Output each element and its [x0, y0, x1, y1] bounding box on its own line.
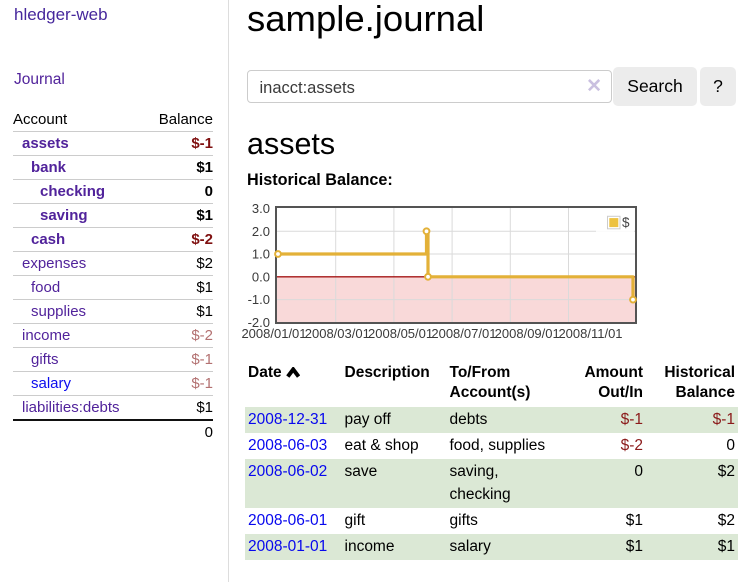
svg-text:2008/03/01: 2008/03/01	[305, 326, 370, 341]
svg-text:1.0: 1.0	[252, 247, 270, 262]
svg-text:2008/01/01: 2008/01/01	[241, 326, 306, 341]
svg-text:2008/09/01: 2008/09/01	[495, 326, 560, 341]
svg-text:-2.0: -2.0	[248, 315, 270, 330]
svg-text:2.0: 2.0	[252, 224, 270, 239]
svg-text:3.0: 3.0	[252, 201, 270, 216]
svg-text:$: $	[622, 215, 630, 230]
svg-text:2008/11/01: 2008/11/01	[558, 326, 622, 341]
svg-text:0.0: 0.0	[252, 269, 270, 284]
svg-text:2008/05/01: 2008/05/01	[368, 326, 433, 341]
svg-text:2008/07/01: 2008/07/01	[431, 326, 496, 341]
svg-text:-1.0: -1.0	[248, 292, 270, 307]
